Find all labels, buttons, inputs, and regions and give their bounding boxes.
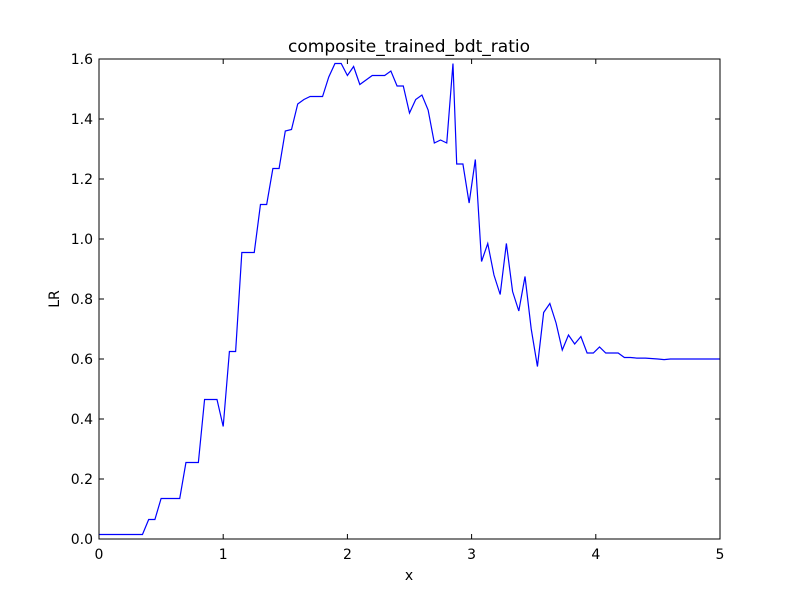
y-tick-label: 0.8	[71, 292, 93, 308]
plot-frame	[98, 58, 721, 540]
x-axis-label: x	[405, 568, 413, 584]
y-tick-label: 0.4	[71, 412, 93, 428]
series-line	[99, 62, 720, 536]
y-tick-label: 0.2	[71, 472, 93, 488]
x-tick-label: 4	[591, 547, 600, 563]
chart-title: composite_trained_bdt_ratio	[288, 37, 530, 57]
y-tick-label: 1.4	[71, 112, 93, 128]
axis-ticks: 0 1 2 3 4 5 0.0 0.2 0.4 0.6 0.8 1.0 1.2 1.4 1.6	[71, 52, 725, 563]
y-tick-label: 0.6	[71, 352, 93, 368]
data-series	[99, 62, 720, 536]
x-tick-label: 5	[716, 547, 725, 563]
y-tick-label: 0.0	[71, 532, 93, 548]
x-tick-label: 3	[467, 547, 476, 563]
y-tick-label: 1.0	[71, 232, 93, 248]
x-tick-label: 1	[219, 547, 228, 563]
x-tick-label: 2	[343, 547, 352, 563]
y-tick-label: 1.6	[71, 52, 93, 68]
x-tick-label: 0	[95, 547, 104, 563]
y-tick-label: 1.2	[71, 172, 93, 188]
y-axis-label: LR	[47, 290, 63, 308]
